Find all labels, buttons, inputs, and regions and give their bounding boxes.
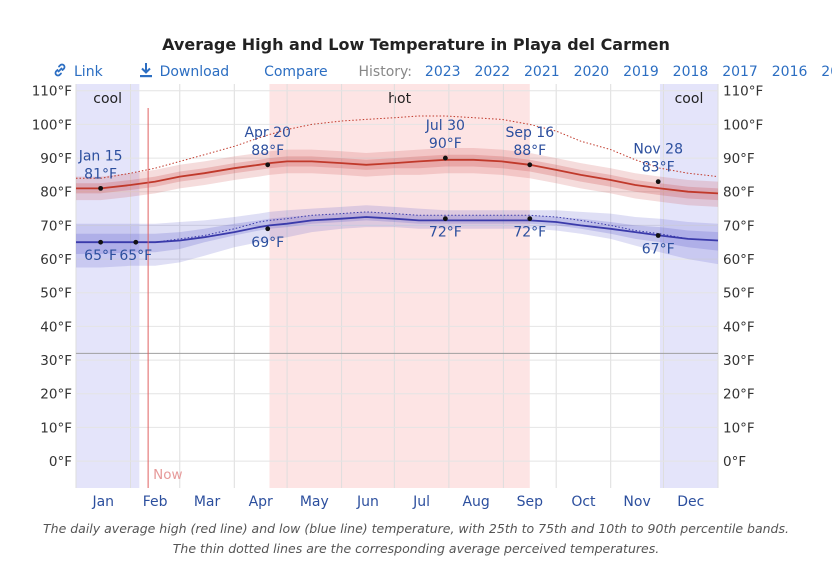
link-button[interactable]: Link — [52, 63, 103, 80]
download-icon — [139, 63, 152, 78]
chart-caption: The daily average high (red line) and lo… — [43, 521, 789, 556]
y-tick-label-left: 90°F — [40, 151, 72, 167]
season-label-hot: hot — [388, 91, 411, 107]
annotation-dot — [655, 233, 661, 238]
annotation-value: 69°F — [251, 235, 284, 251]
x-month-label: Sep — [517, 494, 544, 510]
y-tick-label-right: 30°F — [723, 353, 755, 369]
annotation-value: 65°F — [119, 248, 152, 264]
annotation-value: 88°F — [251, 143, 284, 159]
y-tick-label-left: 100°F — [32, 117, 72, 133]
history-year-2021[interactable]: 2021 — [524, 64, 560, 80]
annotation-value: 81°F — [84, 166, 117, 182]
season-label-cool: cool — [675, 91, 704, 107]
y-tick-label-right: 110°F — [723, 84, 763, 100]
x-month-label: Oct — [571, 494, 596, 510]
y-tick-label-right: 0°F — [723, 454, 746, 470]
season-label-cool: cool — [93, 91, 122, 107]
annotation-date: Jul 30 — [425, 118, 465, 134]
season-band-hot — [269, 84, 530, 488]
annotation-date: Sep 16 — [505, 125, 554, 141]
high-temperature-line — [76, 158, 719, 195]
high-band-10-90 — [76, 148, 718, 207]
x-month-label: Nov — [623, 494, 650, 510]
x-month-label: Dec — [677, 494, 704, 510]
history-year-2019[interactable]: 2019 — [623, 64, 659, 80]
annotation-date: Nov 28 — [633, 142, 683, 158]
history-year-2018[interactable]: 2018 — [672, 64, 709, 80]
history-year-2020[interactable]: 2020 — [573, 64, 610, 80]
y-tick-label-right: 70°F — [723, 218, 755, 234]
annotation-date: Apr 20 — [244, 125, 290, 141]
y-tick-label-right: 20°F — [723, 387, 755, 403]
low-temperature-line — [76, 216, 719, 244]
history-year-2017[interactable]: 2017 — [722, 64, 758, 80]
y-tick-label-right: 60°F — [723, 252, 755, 268]
y-tick-label-right: 80°F — [723, 185, 755, 201]
season-band-cool — [659, 84, 718, 488]
annotation-value: 72°F — [513, 225, 546, 241]
history-year-2022[interactable]: 2022 — [474, 64, 511, 80]
temperature-chart: cool hot cool 0°F 0°F 10°F 10°F 20°F 20°F 30°F 30°… — [32, 84, 764, 510]
y-tick-label-left: 70°F — [40, 218, 72, 234]
y-tick-label-right: 50°F — [723, 286, 755, 302]
annotation-dot — [98, 185, 104, 191]
x-month-label: May — [300, 494, 329, 510]
link-icon — [54, 63, 66, 77]
annotation-value: 67°F — [642, 242, 675, 258]
y-tick-label-left: 50°F — [40, 286, 72, 302]
link-label: Link — [74, 64, 103, 80]
y-tick-label-left: 80°F — [40, 185, 72, 201]
download-label: Download — [159, 64, 230, 80]
annotation-dot — [265, 162, 271, 168]
annotation-dot — [442, 155, 448, 161]
y-tick-label-left: 20°F — [40, 387, 72, 403]
x-month-label: Jun — [356, 494, 379, 510]
high-perceived-line — [76, 115, 719, 179]
y-tick-label-right: 10°F — [723, 420, 755, 436]
annotation-value: 83°F — [642, 160, 675, 176]
y-tick-label-left: 0°F — [49, 454, 72, 470]
annotation-dot — [98, 239, 104, 245]
y-tick-label-left: 110°F — [32, 84, 72, 100]
season-band-cool — [76, 84, 140, 488]
annotation-value: 72°F — [429, 225, 462, 241]
annotation-value: 88°F — [513, 143, 546, 159]
history-year-2023[interactable]: 2023 — [424, 64, 461, 80]
annotation-value: 65°F — [84, 248, 117, 264]
download-button[interactable]: Download — [138, 63, 230, 80]
y-tick-label-left: 10°F — [40, 420, 72, 436]
x-month-label: Aug — [462, 494, 489, 510]
y-tick-label-right: 40°F — [723, 319, 755, 335]
history-label: History: — [358, 64, 413, 80]
y-tick-label-left: 60°F — [40, 252, 72, 268]
annotation-date: Jan 15 — [78, 148, 123, 164]
x-month-label: Jul — [412, 494, 430, 510]
history-year-2016[interactable]: 2016 — [771, 64, 808, 80]
annotation-dot — [265, 226, 271, 232]
high-band-25-75 — [76, 154, 718, 201]
x-month-label: Apr — [249, 494, 273, 510]
y-tick-label-right: 100°F — [723, 117, 763, 133]
annotation-dot — [527, 162, 533, 168]
low-perceived-line — [76, 211, 719, 243]
history-year-2015[interactable]: 2015 — [821, 64, 832, 80]
now-label: Now — [153, 467, 182, 483]
annotation-dot — [442, 216, 448, 222]
chart-title: Average High and Low Temperature in Play… — [162, 35, 670, 54]
x-month-label: Mar — [194, 494, 221, 510]
y-tick-label-left: 40°F — [40, 319, 72, 335]
y-tick-label-right: 90°F — [723, 151, 755, 167]
annotation-dot — [655, 179, 661, 185]
y-tick-label-left: 30°F — [40, 353, 72, 369]
x-month-label: Feb — [143, 494, 168, 510]
x-month-label: Jan — [91, 494, 114, 510]
annotation-value: 90°F — [429, 136, 462, 152]
compare-button[interactable]: Compare — [264, 64, 328, 80]
low-band-10-90 — [76, 205, 718, 268]
chart-toolbar: Link Download Compare History: 2023 2022… — [52, 62, 832, 80]
annotation-dot — [527, 216, 533, 222]
annotation-dot — [133, 239, 139, 245]
